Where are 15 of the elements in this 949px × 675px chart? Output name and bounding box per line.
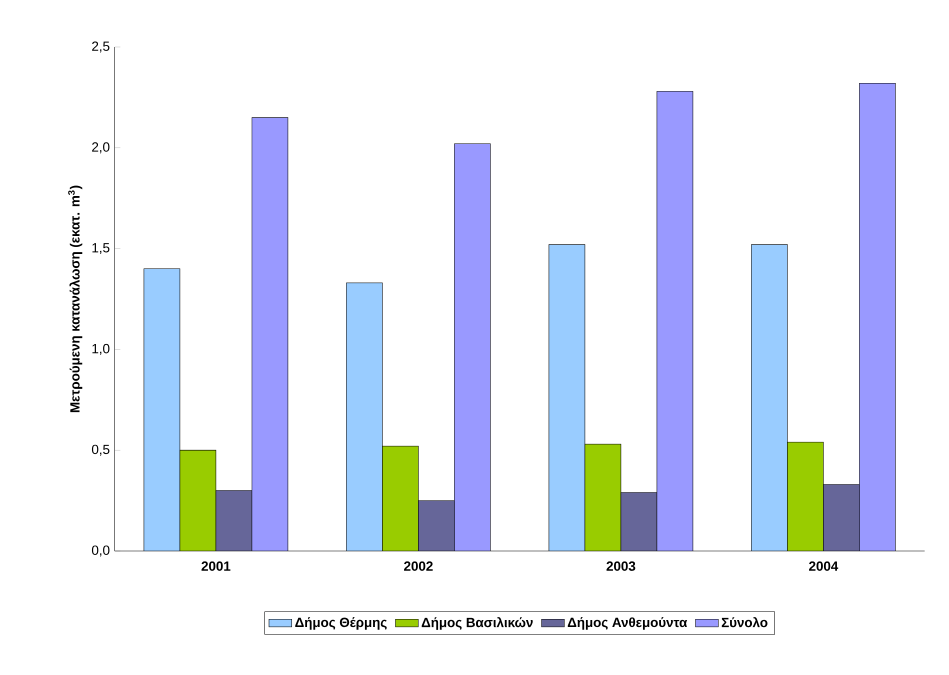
x-tick-label: 2003	[606, 561, 636, 571]
x-tick-label: 2004	[809, 561, 838, 571]
legend-label: Δήμος Ανθεμούντα	[568, 617, 688, 630]
legend-label: Δήμος Βασιλικών	[422, 617, 533, 630]
y-tick-label: 0,5	[92, 444, 110, 456]
y-tick-label: 2,5	[92, 41, 110, 53]
y-axis-title: Μετρούμενη κατανάλωση (εκατ. m$^{3}$)	[68, 186, 82, 412]
x-tick-label: 2002	[404, 561, 433, 571]
y-tick-label: 1,5	[92, 243, 110, 254]
y-tick-label: 2,0	[92, 142, 110, 154]
x-tick-label: 2001	[202, 561, 230, 571]
legend-label: Δήμος Θέρμης	[295, 617, 387, 630]
y-tick-label: 0,0	[92, 545, 110, 557]
legend-label: Σύνολο	[722, 617, 768, 628]
y-tick-label: 1,0	[92, 344, 110, 355]
